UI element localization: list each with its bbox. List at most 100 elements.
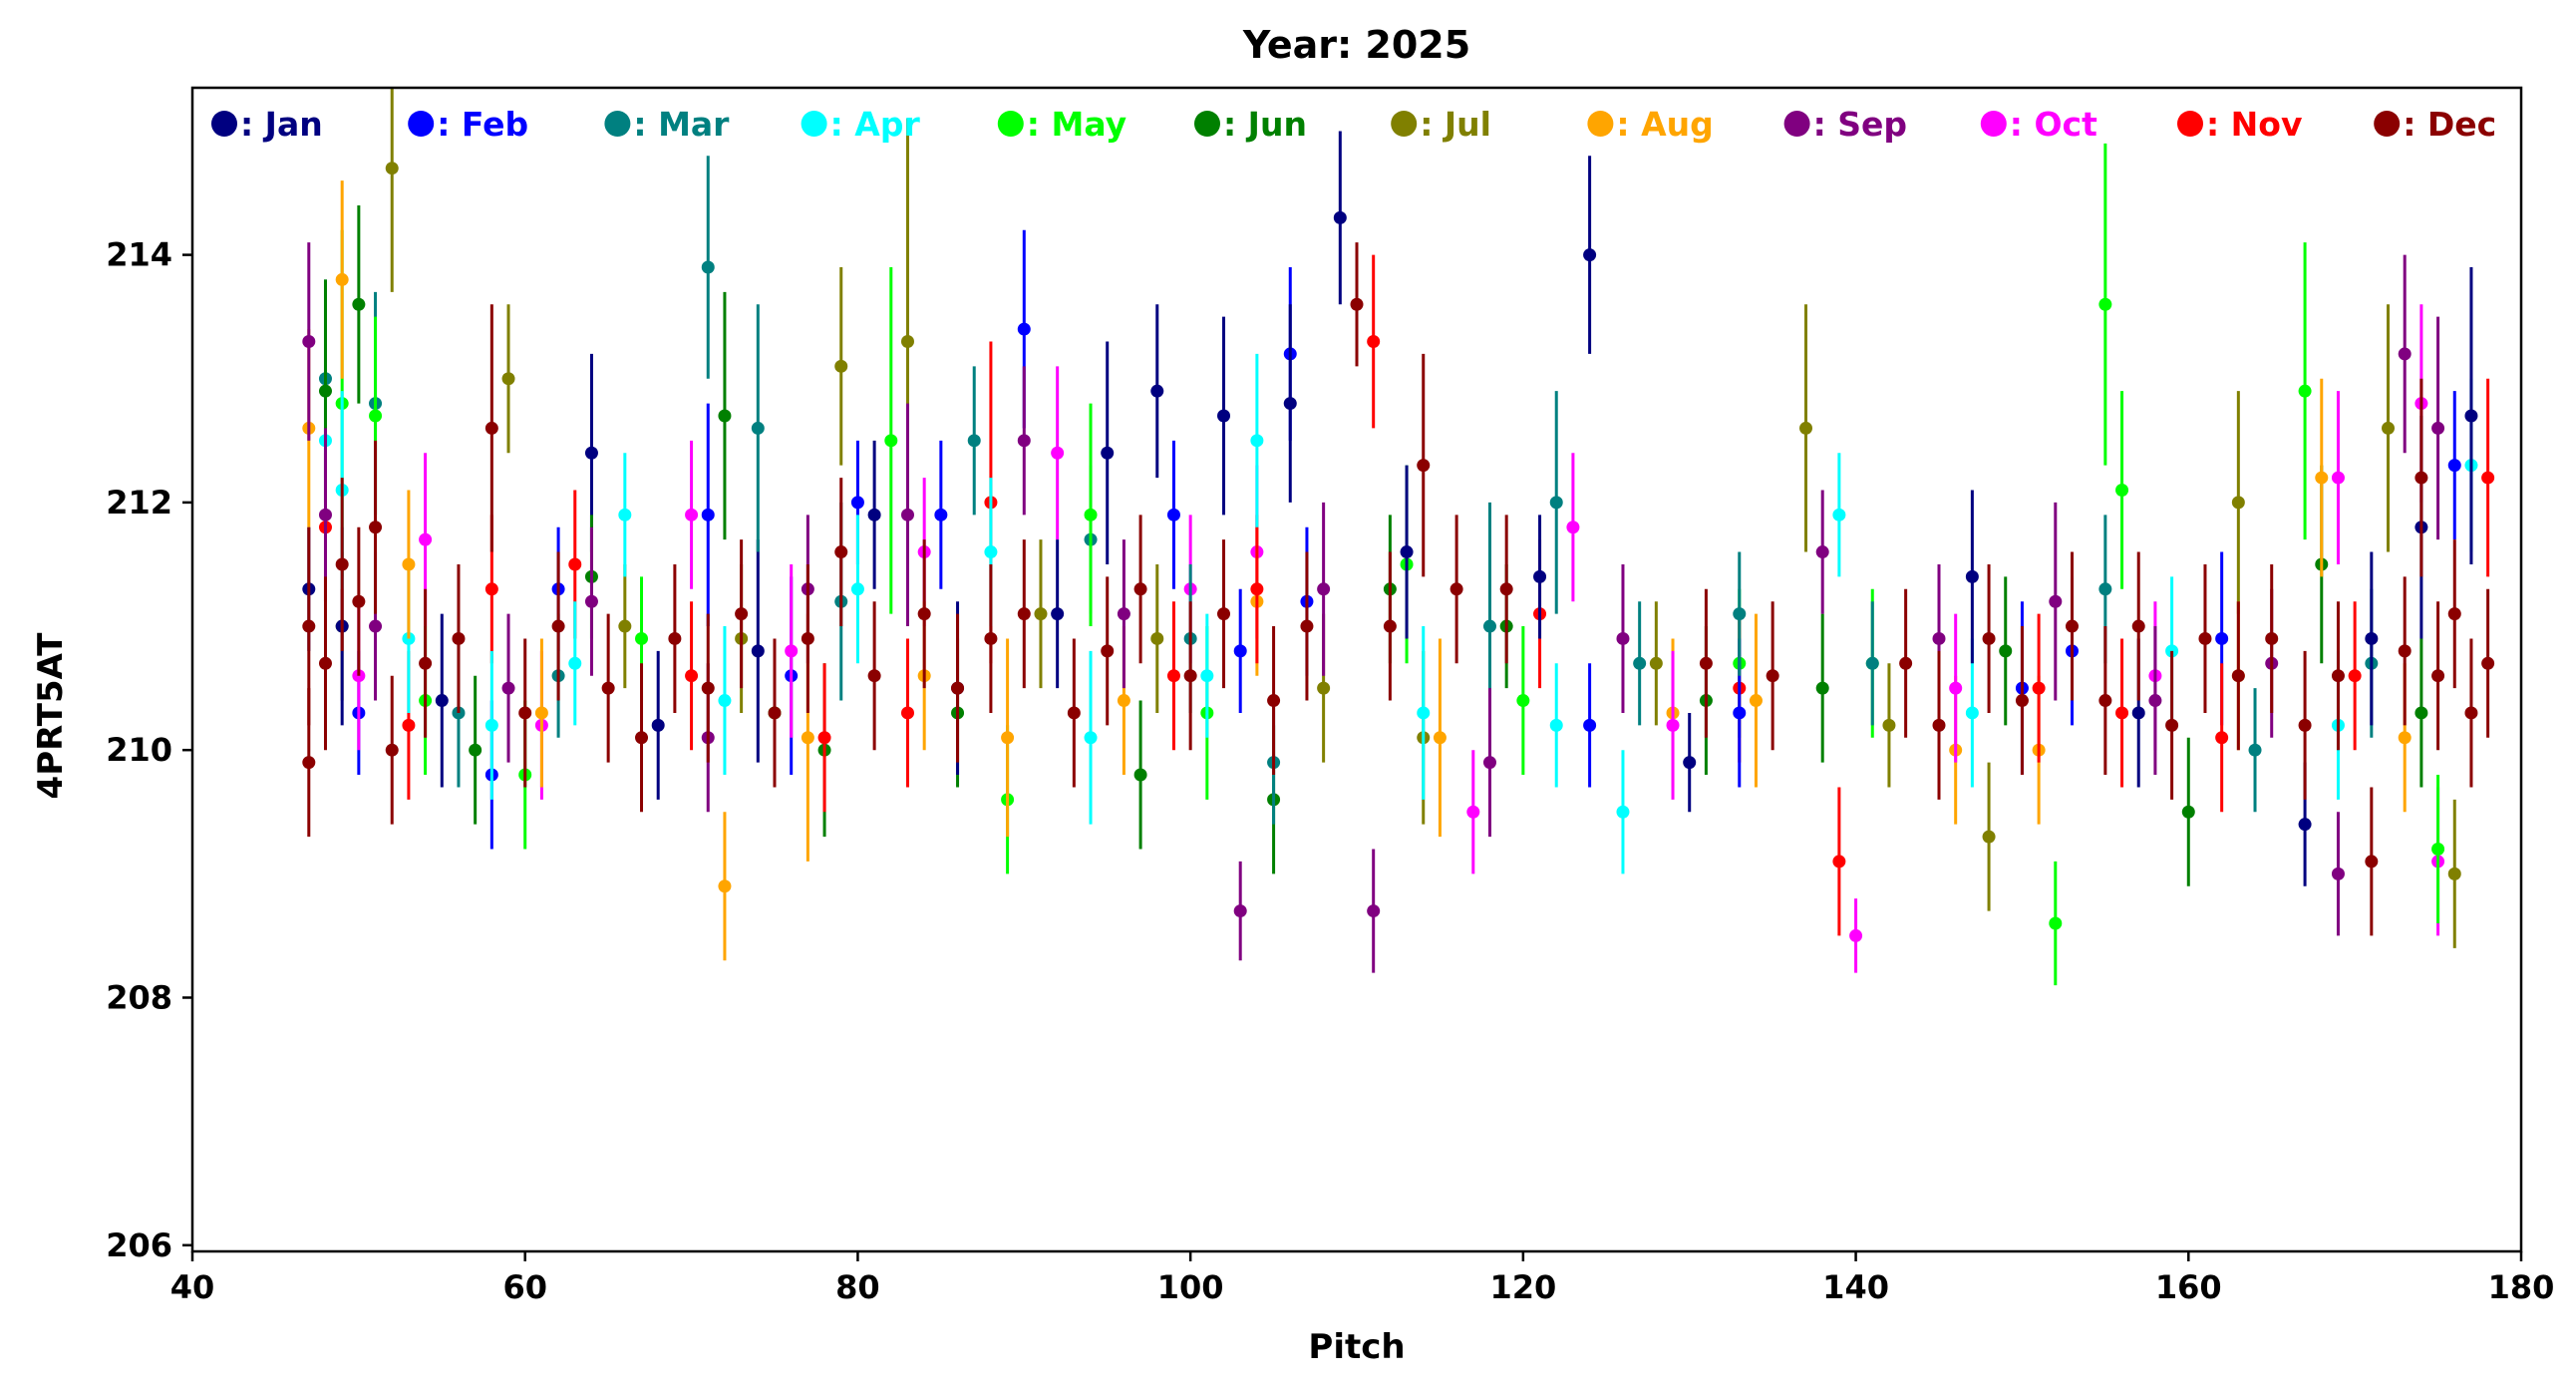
x-tick-label: 180 bbox=[2488, 1268, 2555, 1306]
point-oct bbox=[1666, 718, 1680, 732]
point-feb bbox=[1583, 718, 1597, 732]
point-jul bbox=[501, 372, 515, 386]
point-jul bbox=[1882, 718, 1896, 732]
point-jan bbox=[584, 446, 598, 460]
point-mar bbox=[1865, 656, 1879, 670]
point-jun bbox=[1999, 644, 2013, 658]
point-jan bbox=[2464, 409, 2478, 423]
point-jan bbox=[1283, 397, 1297, 411]
point-nov bbox=[484, 582, 498, 596]
point-mar bbox=[1633, 656, 1647, 670]
point-dec bbox=[1183, 669, 1197, 683]
point-jan bbox=[2131, 706, 2145, 720]
point-mar bbox=[751, 421, 765, 435]
point-dec bbox=[917, 607, 931, 621]
point-dec bbox=[1267, 694, 1281, 708]
plot-marks bbox=[302, 88, 2495, 986]
point-aug bbox=[801, 731, 814, 745]
point-aug bbox=[1749, 694, 1763, 708]
point-may bbox=[2431, 843, 2445, 857]
point-apr bbox=[1965, 706, 1979, 720]
y-tick-label: 212 bbox=[106, 484, 172, 522]
point-dec bbox=[2431, 669, 2445, 683]
point-feb bbox=[701, 508, 715, 522]
point-nov bbox=[2115, 706, 2129, 720]
point-nov bbox=[2348, 669, 2362, 683]
y-tick-label: 214 bbox=[106, 236, 172, 274]
point-dec bbox=[1133, 582, 1147, 596]
point-nov bbox=[2215, 731, 2229, 745]
point-dec bbox=[867, 669, 881, 683]
point-dec bbox=[668, 631, 682, 645]
point-aug bbox=[534, 706, 548, 720]
point-dec bbox=[1766, 669, 1779, 683]
point-apr bbox=[718, 694, 732, 708]
point-jun bbox=[352, 297, 366, 311]
point-dec bbox=[1699, 656, 1713, 670]
point-nov bbox=[568, 557, 582, 571]
point-may bbox=[884, 434, 898, 448]
point-dec bbox=[2481, 656, 2495, 670]
y-tick-label: 208 bbox=[106, 978, 172, 1016]
point-dec bbox=[1899, 656, 1913, 670]
point-jan bbox=[1683, 756, 1697, 770]
legend-marker bbox=[211, 111, 237, 137]
point-jul bbox=[2382, 421, 2396, 435]
point-dec bbox=[302, 756, 316, 770]
point-dec bbox=[385, 743, 399, 757]
point-sep bbox=[369, 619, 383, 633]
point-jul bbox=[1034, 607, 1048, 621]
point-apr bbox=[1250, 434, 1264, 448]
point-dec bbox=[2464, 706, 2478, 720]
point-jan bbox=[651, 718, 665, 732]
legend-marker bbox=[2177, 111, 2203, 137]
point-jul bbox=[2231, 496, 2245, 510]
point-jan bbox=[1533, 569, 1547, 583]
point-nov bbox=[2481, 471, 2495, 485]
legend-marker bbox=[1980, 111, 2007, 137]
point-feb bbox=[2447, 459, 2461, 473]
point-nov bbox=[1166, 669, 1180, 683]
point-nov bbox=[685, 669, 699, 683]
point-dec bbox=[1350, 297, 1364, 311]
point-feb bbox=[1166, 508, 1180, 522]
x-axis-label: Pitch bbox=[1308, 1327, 1405, 1367]
point-sep bbox=[2331, 867, 2345, 880]
point-apr bbox=[850, 582, 864, 596]
point-may bbox=[369, 409, 383, 423]
point-dec bbox=[518, 706, 532, 720]
point-mar bbox=[2248, 743, 2262, 757]
point-dec bbox=[2298, 718, 2312, 732]
point-apr bbox=[1084, 731, 1098, 745]
point-sep bbox=[2431, 421, 2445, 435]
point-sep bbox=[2049, 594, 2063, 608]
point-oct bbox=[2331, 471, 2345, 485]
point-jan bbox=[751, 644, 765, 658]
point-jun bbox=[718, 409, 732, 423]
point-jul bbox=[2447, 867, 2461, 880]
point-may bbox=[1084, 508, 1098, 522]
point-may bbox=[2298, 384, 2312, 398]
legend-marker bbox=[1587, 111, 1614, 137]
point-oct bbox=[685, 508, 699, 522]
point-nov bbox=[1250, 582, 1264, 596]
point-sep bbox=[1815, 545, 1829, 559]
legend-label: : Mar bbox=[633, 105, 730, 144]
point-dec bbox=[1383, 619, 1397, 633]
point-dec bbox=[834, 545, 848, 559]
point-jan bbox=[1217, 409, 1231, 423]
point-mar bbox=[2098, 582, 2112, 596]
point-aug bbox=[1117, 694, 1130, 708]
point-dec bbox=[452, 631, 466, 645]
point-dec bbox=[1499, 582, 1513, 596]
point-jan bbox=[1400, 545, 1414, 559]
y-axis-label: 4PRT5AT bbox=[31, 632, 71, 800]
point-sep bbox=[302, 335, 316, 349]
point-nov bbox=[817, 731, 831, 745]
point-feb bbox=[850, 496, 864, 510]
point-sep bbox=[1117, 607, 1130, 621]
legend-marker bbox=[1194, 111, 1220, 137]
point-sep bbox=[1616, 631, 1630, 645]
point-dec bbox=[1300, 619, 1314, 633]
y-axis: 206 208 210 212 214 bbox=[106, 236, 192, 1264]
